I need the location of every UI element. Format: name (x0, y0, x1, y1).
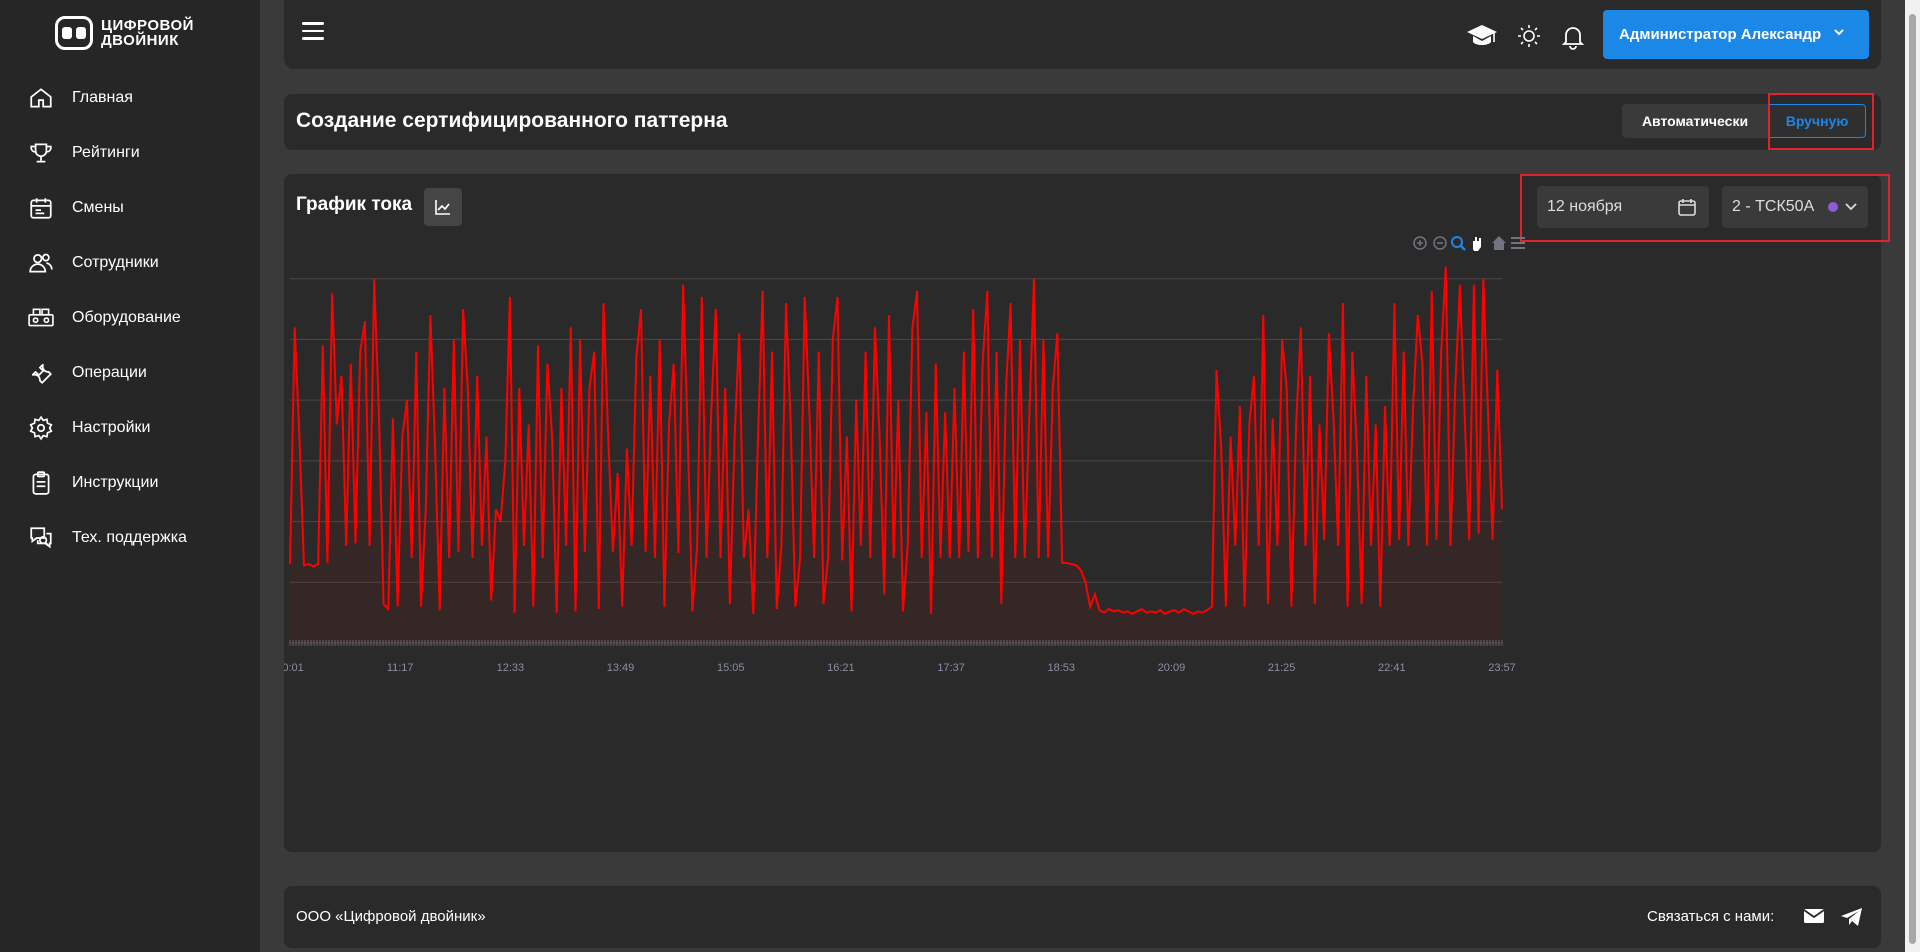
x-tick-label: 12:33 (497, 662, 525, 674)
sidebar-item-shifts[interactable]: Смены (0, 180, 260, 235)
date-value: 12 ноября (1547, 198, 1623, 215)
series-area-fill (290, 266, 1502, 643)
sidebar-item-label: Инструкции (72, 473, 159, 491)
sidebar-item-label: Оборудование (72, 308, 181, 326)
user-menu-button[interactable]: Администратор Александр (1603, 10, 1869, 59)
chevron-down-icon (1845, 203, 1857, 211)
x-tick-label: 20:09 (1158, 662, 1186, 674)
footer: ООО «Цифровой двойник» Связаться с нами: (284, 886, 1881, 948)
sidebar-item-settings[interactable]: Настройки (0, 400, 260, 455)
email-icon[interactable] (1803, 907, 1825, 925)
brand-name-line2: ДВОЙНИК (101, 32, 179, 49)
brand-name-line1: ЦИФРОВОЙ (101, 17, 194, 34)
date-picker[interactable]: 12 ноября (1537, 186, 1709, 228)
clipboard-icon (32, 470, 50, 495)
equipment-select[interactable]: 2 - ТСК50А (1722, 186, 1868, 228)
x-tick-label: 18:53 (1048, 662, 1076, 674)
mode-toggle: Автоматически Вручную (1622, 104, 1866, 138)
sidebar-item-label: Смены (72, 198, 124, 216)
sidebar-item-label: Главная (72, 88, 133, 106)
zoom-in-icon[interactable] (1413, 236, 1427, 250)
trophy-icon (30, 142, 52, 163)
mode-manual-button[interactable]: Вручную (1768, 104, 1866, 138)
x-tick-label: 11:17 (387, 662, 414, 674)
page-title: Создание сертифицированного паттерна (296, 109, 728, 132)
equipment-status-dot (1828, 202, 1838, 212)
support-chat-icon (30, 526, 52, 548)
calendar-icon (1678, 199, 1696, 216)
menu-toggle-icon[interactable] (302, 22, 324, 46)
x-tick-label: 17:37 (937, 662, 965, 674)
chevron-down-icon (1834, 29, 1844, 36)
x-tick-label: 21:25 (1268, 662, 1296, 674)
chart-type-button[interactable] (424, 188, 462, 226)
sidebar-item-operations[interactable]: Операции (0, 345, 260, 400)
sidebar-item-home[interactable]: Главная (0, 70, 260, 125)
highlight-box-filters (1520, 174, 1890, 242)
x-tick-label: 15:05 (717, 662, 745, 674)
pan-icon[interactable] (1473, 237, 1481, 251)
scrollbar-thumb[interactable] (1909, 14, 1916, 944)
sidebar-item-employees[interactable]: Сотрудники (0, 235, 260, 290)
equipment-icon (28, 308, 54, 326)
brand-logo[interactable]: ЦИФРОВОЙ ДВОЙНИК (55, 16, 194, 50)
x-tick-label: 22:41 (1378, 662, 1406, 674)
brand-logo-icon (55, 16, 93, 50)
zoom-select-icon[interactable] (1451, 236, 1466, 251)
zoom-out-icon[interactable] (1433, 236, 1447, 250)
user-name: Администратор Александр (1619, 26, 1822, 43)
chart-title: График тока (296, 194, 413, 215)
sidebar: ЦИФРОВОЙ ДВОЙНИК Главная Рейтинги Смены … (0, 0, 260, 952)
users-icon (29, 253, 53, 273)
sidebar-item-label: Настройки (72, 418, 151, 436)
footer-contact-label: Связаться с нами: (1647, 908, 1775, 925)
theme-toggle-sun-icon[interactable] (1515, 22, 1543, 50)
gear-icon (29, 415, 53, 440)
footer-company: ООО «Цифровой двойник» (296, 908, 486, 925)
x-tick-label: 16:21 (827, 662, 855, 674)
title-panel: Создание сертифицированного паттерна Авт… (284, 94, 1881, 150)
sidebar-item-equipment[interactable]: Оборудование (0, 290, 260, 345)
wrench-icon (31, 363, 52, 384)
highlight-box-mode (1768, 93, 1874, 150)
equipment-value: 2 - ТСК50А (1732, 198, 1815, 215)
sidebar-item-label: Тех. поддержка (72, 528, 187, 546)
sidebar-nav: Главная Рейтинги Смены Сотрудники Оборуд… (0, 70, 260, 565)
x-tick-label: 13:49 (607, 662, 635, 674)
x-tick-label: 10:01 (284, 662, 304, 674)
graduation-cap-icon[interactable] (1466, 22, 1498, 50)
x-axis-ticks (289, 640, 1503, 646)
telegram-icon[interactable] (1840, 907, 1864, 927)
x-tick-label: 23:57 (1488, 662, 1516, 674)
current-chart[interactable]: 6.005.505.004.504.003.503.002.50 10:0111… (284, 232, 1864, 832)
mode-auto-button[interactable]: Автоматически (1622, 104, 1768, 138)
bell-icon[interactable] (1559, 22, 1587, 50)
sidebar-item-label: Сотрудники (72, 253, 159, 271)
calendar-icon (30, 197, 52, 219)
series-line (289, 266, 1503, 616)
menu-icon[interactable] (1511, 237, 1525, 249)
chart-panel: График тока 12 ноября 2 - ТСК50А (284, 174, 1881, 852)
sidebar-item-support[interactable]: Тех. поддержка (0, 510, 260, 565)
top-bar: Администратор Александр (284, 0, 1881, 69)
sidebar-item-label: Операции (72, 363, 147, 381)
reset-home-icon[interactable] (1492, 236, 1506, 250)
sidebar-item-instructions[interactable]: Инструкции (0, 455, 260, 510)
line-chart-icon (435, 200, 450, 215)
sidebar-item-label: Рейтинги (72, 143, 140, 161)
sidebar-item-ratings[interactable]: Рейтинги (0, 125, 260, 180)
home-icon (30, 87, 52, 108)
